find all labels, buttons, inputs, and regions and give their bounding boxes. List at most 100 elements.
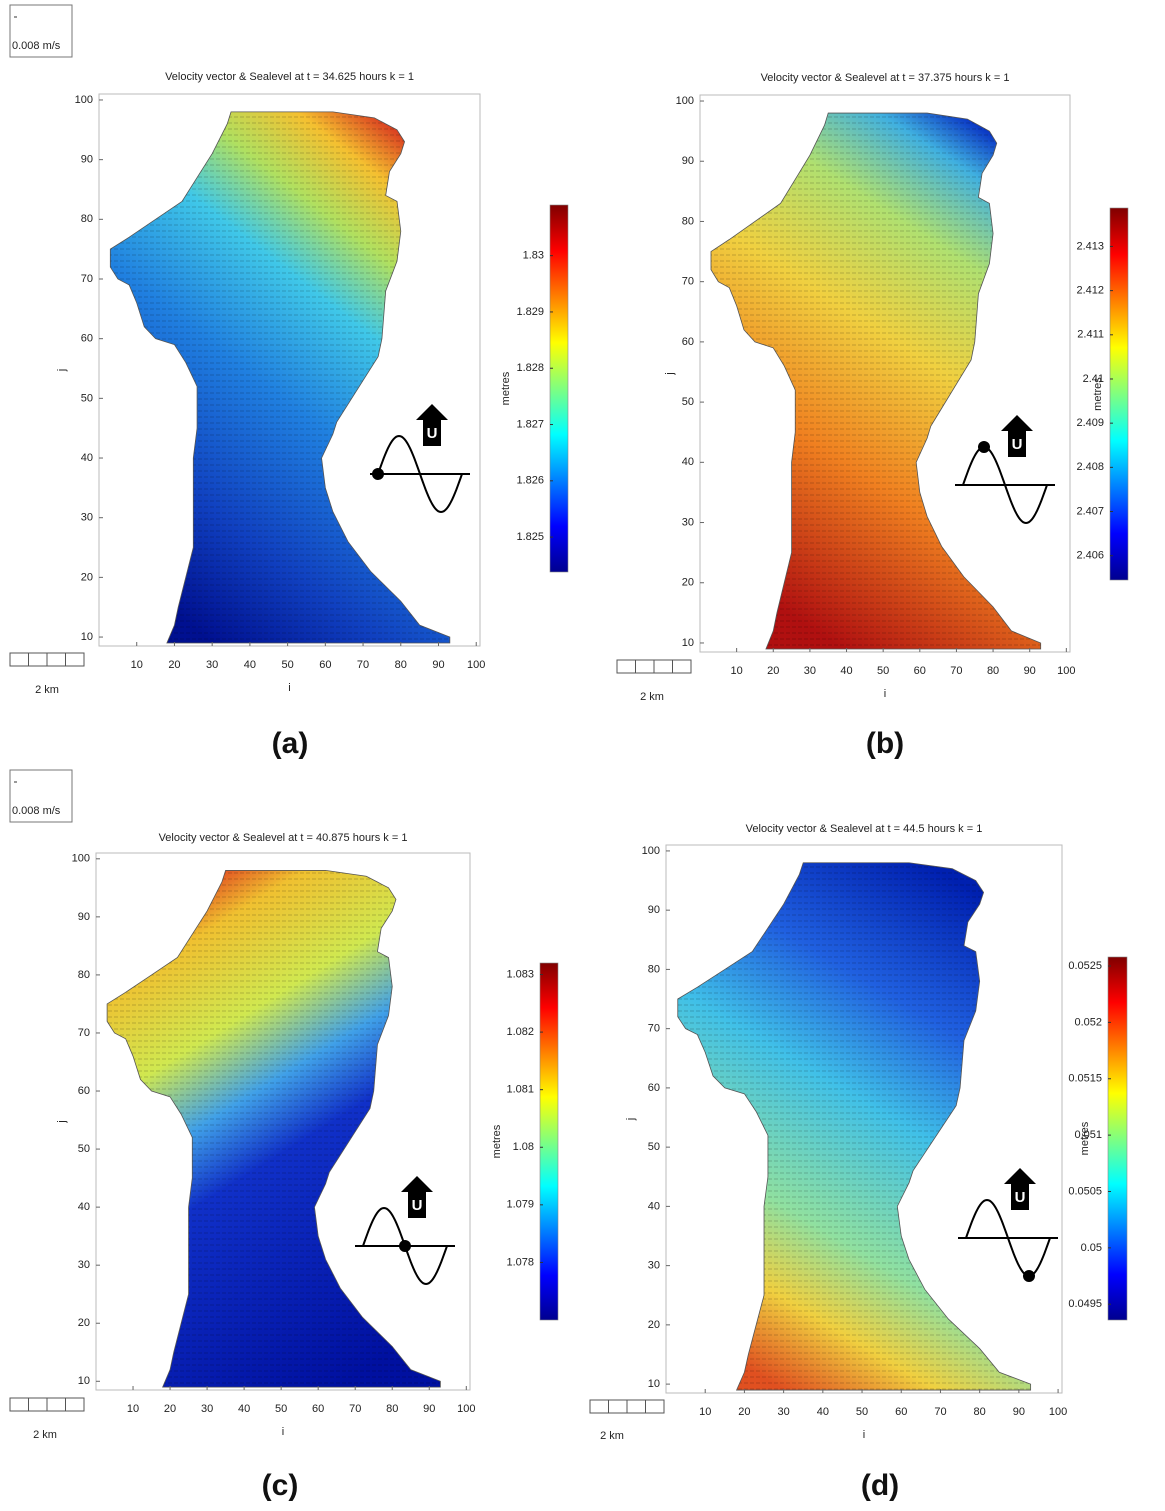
x-tick-label: 40 — [244, 659, 256, 671]
flow-label: U — [412, 1197, 423, 1214]
y-tick-label: 40 — [81, 452, 93, 464]
x-tick-label: 90 — [1013, 1406, 1025, 1418]
y-tick-label: 80 — [81, 213, 93, 225]
colorbar — [1107, 956, 1128, 1321]
colorbar-tick-label: 0.05 — [1081, 1242, 1102, 1254]
panel: Velocity vector & Sealevel at t = 37.375… — [616, 72, 1129, 760]
colorbar-tick-label: 2.406 — [1076, 550, 1104, 562]
colorbar-label: metres — [1079, 1121, 1091, 1155]
colorbar-tick-label: 1.826 — [516, 475, 544, 487]
y-tick-label: 60 — [648, 1082, 660, 1094]
x-tick-label: 10 — [699, 1406, 711, 1418]
colorbar-tick-label: 2.411 — [1077, 329, 1104, 341]
x-tick-label: 90 — [1024, 665, 1036, 677]
velocity-vectors — [677, 862, 1031, 1391]
chart-title: Velocity vector & Sealevel at t = 34.625… — [165, 71, 414, 83]
x-tick-label: 40 — [238, 1403, 250, 1415]
colorbar-tick-label: 1.082 — [506, 1026, 534, 1038]
phase-dot — [399, 1240, 411, 1252]
colorbar-tick-label: 2.408 — [1076, 461, 1104, 473]
x-tick-label: 20 — [738, 1406, 750, 1418]
flow-arrow — [416, 404, 448, 446]
x-tick-label: 70 — [950, 665, 962, 677]
x-tick-label: 40 — [840, 665, 852, 677]
phase-dot — [1023, 1270, 1035, 1282]
phase-wave — [377, 434, 463, 514]
colorbar-tick-label: 0.051 — [1074, 1129, 1102, 1141]
y-axis-label: j — [664, 372, 676, 375]
x-tick-label: 60 — [914, 665, 926, 677]
chart-title: Velocity vector & Sealevel at t = 44.5 h… — [746, 823, 983, 835]
x-tick-label: 60 — [319, 659, 331, 671]
y-tick-label: 100 — [72, 853, 90, 865]
x-tick-label: 70 — [349, 1403, 361, 1415]
colorbar-tick-label: 1.078 — [506, 1256, 534, 1268]
x-tick-label: 10 — [127, 1403, 139, 1415]
y-axis-label: j — [56, 369, 68, 372]
colorbar — [549, 204, 569, 573]
y-tick-label: 20 — [78, 1317, 90, 1329]
y-tick-label: 50 — [682, 396, 694, 408]
y-tick-label: 30 — [81, 512, 93, 524]
x-tick-label: 20 — [164, 1403, 176, 1415]
x-tick-label: 40 — [817, 1406, 829, 1418]
y-tick-label: 90 — [81, 154, 93, 166]
x-tick-label: 50 — [281, 659, 293, 671]
colorbar-tick-label: 0.052 — [1074, 1016, 1102, 1028]
x-tick-label: 100 — [1049, 1406, 1067, 1418]
colorbar — [1109, 207, 1129, 581]
vector-scale-box — [9, 769, 73, 823]
y-tick-label: 80 — [648, 963, 660, 975]
x-tick-label: 10 — [131, 659, 143, 671]
colorbar-tick-label: 1.08 — [513, 1141, 534, 1153]
x-tick-label: 90 — [432, 659, 444, 671]
colorbar-tick-label: 0.0495 — [1068, 1298, 1102, 1310]
flow-label: U — [1012, 436, 1023, 453]
x-tick-label: 80 — [987, 665, 999, 677]
colorbar-tick-label: 1.825 — [516, 531, 544, 543]
phase-dot — [978, 441, 990, 453]
y-tick-label: 70 — [648, 1023, 660, 1035]
x-axis-label: i — [288, 682, 290, 694]
scale-bar-label: 2 km — [600, 1430, 624, 1442]
panel: Velocity vector & Sealevel at t = 44.5 h… — [589, 823, 1128, 1502]
x-tick-label: 50 — [877, 665, 889, 677]
scale-bar-label: 2 km — [35, 684, 59, 696]
y-tick-label: 40 — [648, 1200, 660, 1212]
phase-dot — [372, 468, 384, 480]
colorbar-tick-label: 0.0515 — [1068, 1073, 1102, 1085]
panel-label: (d) — [861, 1469, 899, 1502]
y-tick-label: 10 — [682, 637, 694, 649]
x-tick-label: 30 — [206, 659, 218, 671]
x-tick-label: 100 — [1057, 665, 1075, 677]
x-tick-label: 100 — [467, 659, 485, 671]
scale-bar-label: 2 km — [33, 1429, 57, 1441]
y-tick-label: 70 — [682, 276, 694, 288]
x-tick-label: 30 — [777, 1406, 789, 1418]
velocity-vectors — [107, 870, 441, 1388]
y-tick-label: 50 — [81, 392, 93, 404]
x-tick-label: 50 — [856, 1406, 868, 1418]
velocity-vectors — [110, 111, 450, 644]
x-tick-label: 30 — [201, 1403, 213, 1415]
y-tick-label: 10 — [78, 1375, 90, 1387]
y-tick-label: 100 — [676, 95, 694, 107]
colorbar-tick-label: 1.827 — [516, 418, 544, 430]
y-tick-label: 80 — [682, 215, 694, 227]
panel-label: (a) — [272, 727, 309, 760]
flow-arrow — [401, 1176, 433, 1218]
colorbar — [539, 962, 559, 1321]
colorbar-tick-label: 2.409 — [1076, 417, 1104, 429]
y-tick-label: 100 — [642, 845, 660, 857]
y-tick-label: 70 — [78, 1027, 90, 1039]
y-tick-label: 10 — [648, 1378, 660, 1390]
x-axis-label: i — [884, 688, 886, 700]
x-tick-label: 20 — [767, 665, 779, 677]
y-tick-label: 60 — [682, 336, 694, 348]
flow-label: U — [427, 425, 438, 442]
colorbar-tick-label: 2.407 — [1076, 505, 1104, 517]
x-tick-label: 10 — [731, 665, 743, 677]
colorbar-tick-label: 1.829 — [516, 306, 544, 318]
colorbar-tick-label: 2.412 — [1076, 285, 1104, 297]
